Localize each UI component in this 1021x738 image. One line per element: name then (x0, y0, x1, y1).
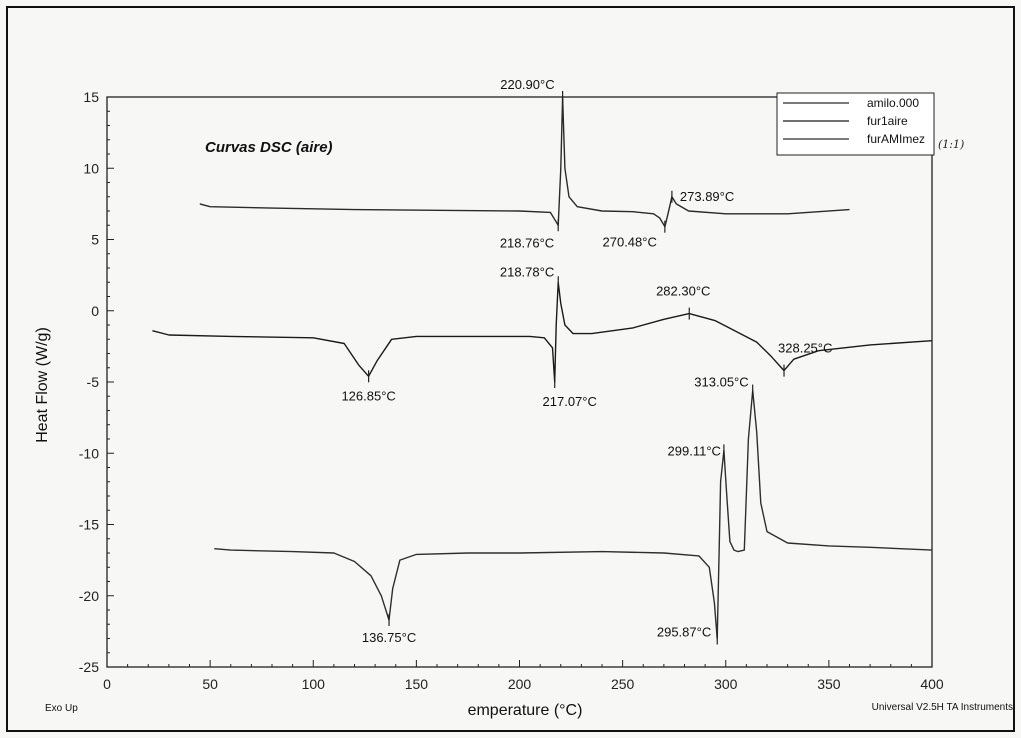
legend-entry: amilo.000 (867, 96, 919, 110)
peak-label: 328.25°C (778, 341, 832, 356)
series-line-furamimez (214, 389, 933, 640)
peak-label: 273.89°C (680, 189, 734, 204)
peak-label: 126.85°C (341, 388, 395, 403)
peak-label: 136.75°C (362, 630, 416, 645)
x-tick-label: 150 (405, 676, 429, 692)
peak-label: 299.11°C (668, 443, 721, 458)
x-tick-label: 100 (302, 676, 326, 692)
x-tick-label: 300 (714, 676, 738, 692)
y-tick-label: -15 (79, 517, 99, 533)
x-tick-label: 50 (202, 676, 218, 692)
x-tick-label: 350 (817, 676, 841, 692)
peak-label: 218.78°C (500, 264, 554, 279)
legend: amilo.000 fur1aire furAMImez (776, 92, 935, 156)
x-axis-title: emperature (°C) (468, 702, 583, 719)
footer-instrument: Universal V2.5H TA Instruments (872, 702, 1013, 713)
x-tick-label: 200 (508, 676, 532, 692)
peak-label: 220.90°C (500, 77, 554, 92)
legend-handwritten-note: (1:1) (938, 138, 964, 151)
peak-label: 217.07°C (543, 394, 597, 409)
y-tick-label: -5 (87, 374, 100, 390)
legend-entry: furAMImez (867, 132, 925, 146)
y-tick-label: -20 (79, 588, 99, 604)
series-line-amilo-000 (199, 96, 850, 228)
y-tick-label: 5 (91, 232, 99, 248)
y-tick-label: -10 (79, 445, 99, 461)
y-tick-label: 15 (83, 89, 99, 105)
peak-label: 295.87°C (657, 625, 711, 640)
x-tick-label: 250 (611, 676, 635, 692)
y-tick-label: -25 (79, 659, 99, 675)
axes: 0 50 100 150 200 250 300 350 400151050-5-10-15-2… (79, 89, 944, 692)
figure-border (6, 6, 1015, 732)
peak-label: 218.76°C (500, 235, 554, 250)
peak-label: 282.30°C (656, 284, 710, 299)
annotation-layer: 220.90°C 218.76°C 270.48°C 273.89°C 218.78°C… (341, 77, 832, 645)
peak-label: 313.05°C (694, 375, 748, 390)
x-tick-label: 400 (920, 676, 944, 692)
footer-exo-up: Exo Up (45, 703, 78, 714)
y-tick-label: 10 (83, 160, 99, 176)
plot-area (106, 96, 933, 668)
peak-label: 270.48°C (603, 235, 657, 250)
series-line-fur1aire (152, 281, 933, 383)
y-axis-title: Heat Flow (W/g) (34, 327, 51, 443)
chart-subtitle: Curvas DSC (aire) (205, 139, 333, 156)
x-tick-label: 0 (103, 676, 111, 692)
y-tick-label: 0 (91, 303, 99, 319)
legend-entry: fur1aire (867, 114, 908, 128)
series-layer (152, 96, 933, 640)
